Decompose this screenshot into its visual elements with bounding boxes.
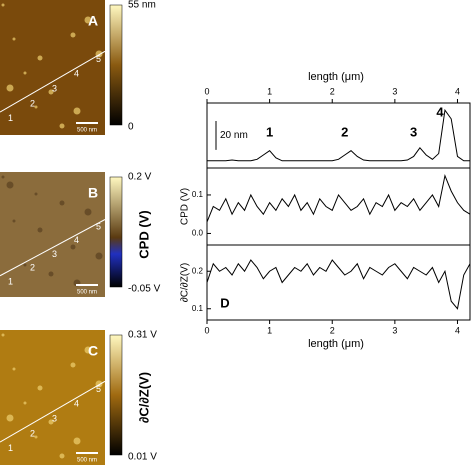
point-label: 5 [96, 54, 101, 64]
grain [34, 192, 38, 196]
panel-label: D [220, 295, 229, 310]
point-label: 1 [8, 113, 13, 123]
panel-label: B [88, 185, 98, 201]
scale-label: 500 nm [77, 128, 97, 134]
grain [23, 263, 27, 267]
x-tick-label: 1 [267, 86, 272, 96]
colorbar [109, 334, 123, 456]
grain [95, 252, 103, 260]
grain [59, 200, 65, 206]
grain [70, 244, 76, 250]
plot-frame [206, 244, 471, 321]
scale-label: 20 nm [220, 130, 248, 141]
x-axis-label: length (μm) [308, 71, 364, 83]
grain [70, 362, 76, 368]
grain [73, 437, 81, 445]
grain [12, 37, 16, 41]
x-tick-label: 3 [392, 325, 397, 335]
scale-label: 500 nm [77, 290, 97, 296]
point-label: 4 [74, 399, 79, 409]
grain [48, 271, 54, 277]
colorbar [109, 4, 123, 126]
grain [37, 385, 43, 391]
grain [48, 89, 54, 95]
y-tick-label: 0.1 [192, 190, 204, 199]
peak-label: 3 [410, 124, 417, 139]
peak-label: 2 [341, 124, 348, 139]
scale-label: 500 nm [77, 458, 97, 464]
colorbar-min: 0.01 V [128, 452, 157, 463]
point-label: 5 [96, 384, 101, 394]
grain [6, 414, 14, 422]
colorbar-max: 0.31 V [128, 330, 157, 341]
y-tick-label: 0.1 [192, 304, 204, 313]
point-label: 3 [52, 83, 57, 93]
grain [59, 123, 65, 129]
profile-line [207, 108, 470, 162]
point-label: 1 [8, 276, 13, 286]
point-label: 4 [74, 69, 79, 79]
colorbar [109, 176, 123, 288]
grain [34, 435, 38, 439]
point-label: 1 [8, 443, 13, 453]
x-tick-label: 2 [330, 325, 335, 335]
grain [37, 227, 43, 233]
x-axis-label: length (μm) [308, 338, 364, 350]
colorbar-label: CPD (V) [136, 210, 151, 258]
grain [48, 419, 54, 425]
grain [23, 401, 27, 405]
grain [23, 71, 27, 75]
panel-label: C [88, 343, 98, 359]
point-label: 2 [30, 428, 35, 438]
scan-line [0, 380, 106, 443]
peak-label: 1 [266, 124, 273, 139]
grain [84, 346, 92, 354]
grain [6, 84, 14, 92]
x-tick-label: 0 [204, 86, 209, 96]
x-tick-label: 1 [267, 325, 272, 335]
scan-line [0, 219, 106, 277]
colorbar-max: 55 nm [128, 0, 156, 11]
grain [73, 107, 81, 115]
panel-label: A [88, 13, 98, 29]
profile-line [206, 173, 471, 223]
point-label: 2 [30, 263, 35, 273]
colorbar-label: ∂C/∂Z(V) [136, 372, 151, 423]
grain [84, 208, 92, 216]
grain [12, 367, 16, 371]
y-tick-label: 0.2 [192, 266, 204, 275]
point-label: 3 [52, 413, 57, 423]
y-tick-label: 0.0 [192, 229, 204, 238]
grain [37, 55, 43, 61]
grain [1, 175, 5, 179]
scan-line [0, 50, 106, 113]
x-tick-label: 4 [455, 86, 460, 96]
point-label: 5 [96, 221, 101, 231]
x-tick-label: 3 [392, 86, 397, 96]
peak-label: 4 [436, 104, 444, 119]
profile-line [206, 259, 471, 310]
grain [6, 181, 14, 189]
point-label: 4 [74, 235, 79, 245]
x-tick-label: 0 [204, 325, 209, 335]
x-tick-label: 4 [455, 325, 460, 335]
afm-image [0, 172, 105, 297]
grain [84, 16, 92, 24]
grain [12, 219, 16, 223]
grain [34, 105, 38, 109]
colorbar-min: 0 [128, 122, 134, 133]
colorbar-min: -0.05 V [128, 284, 161, 295]
y-axis-label: ∂C/∂Z(V) [180, 263, 191, 302]
y-axis-label: CPD (V) [180, 188, 191, 225]
grain [1, 3, 5, 7]
grain [1, 333, 5, 337]
grain [70, 32, 76, 38]
grain [59, 453, 65, 459]
point-label: 2 [30, 98, 35, 108]
colorbar-max: 0.2 V [128, 172, 152, 183]
x-tick-label: 2 [330, 86, 335, 96]
point-label: 3 [52, 249, 57, 259]
